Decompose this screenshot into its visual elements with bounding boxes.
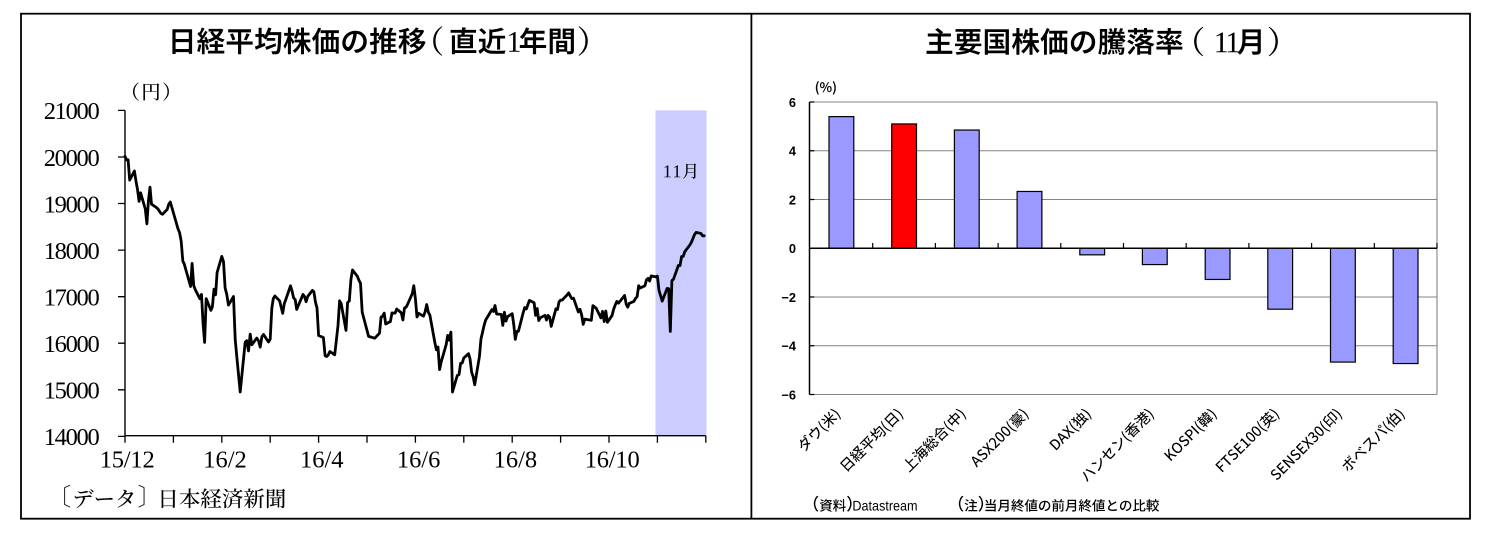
svg-text:16000: 16000 (44, 331, 100, 358)
svg-text:2: 2 (789, 192, 796, 207)
svg-text:−2: −2 (781, 290, 796, 305)
svg-text:19000: 19000 (44, 191, 100, 218)
svg-text:18000: 18000 (44, 238, 100, 265)
svg-text:6: 6 (789, 95, 796, 110)
svg-text:20000: 20000 (44, 145, 100, 172)
svg-text:16/8: 16/8 (494, 447, 538, 474)
svg-text:15/12: 15/12 (100, 447, 155, 474)
svg-text:16/2: 16/2 (203, 447, 247, 474)
svg-text:16/6: 16/6 (397, 447, 441, 474)
svg-text:−6: −6 (781, 387, 796, 402)
svg-text:15000: 15000 (44, 378, 100, 405)
svg-text:16/10: 16/10 (585, 447, 640, 474)
svg-text:14000: 14000 (44, 424, 100, 451)
svg-text:17000: 17000 (44, 285, 100, 312)
svg-text:0: 0 (789, 241, 796, 256)
svg-text:−4: −4 (781, 339, 796, 354)
svg-text:21000: 21000 (44, 98, 100, 125)
svg-text:16/4: 16/4 (300, 447, 344, 474)
svg-text:4: 4 (789, 144, 797, 159)
